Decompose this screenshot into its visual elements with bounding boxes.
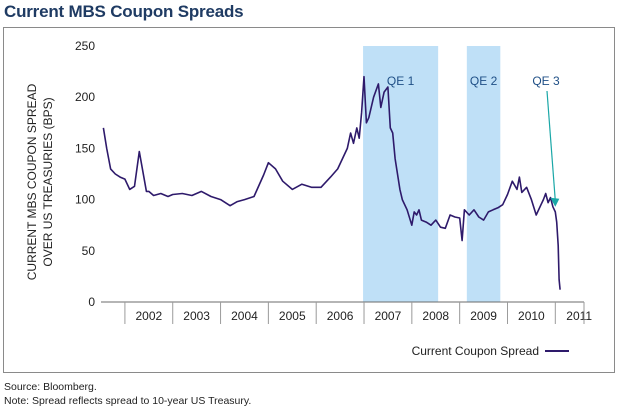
- y-tick-label: 150: [75, 141, 95, 155]
- qe-shaded-regions: QE 1 QE 2: [363, 46, 501, 302]
- annotation-arrow-line: [546, 90, 556, 201]
- y-tick-label: 100: [75, 193, 95, 207]
- x-tick-label: 2006: [327, 309, 354, 323]
- y-axis-label-line-2: OVER US TREASURIES (BPS): [41, 97, 55, 266]
- footnotes: Source: Bloomberg. Note: Spread reflects…: [4, 380, 251, 408]
- chart-frame: QE 1 QE 2 0 50 100 150 200 250 2002 2003 2004 2005…: [3, 27, 615, 373]
- x-tick-label: 2009: [470, 309, 497, 323]
- qe-region-2: [466, 46, 501, 302]
- x-tick-label: 2004: [231, 309, 258, 323]
- legend: Current Coupon Spread: [412, 344, 569, 358]
- series-layer: [102, 75, 561, 290]
- x-tick-label: 2005: [279, 309, 306, 323]
- qe-region-1: [363, 46, 439, 302]
- x-tick-label: 2010: [518, 309, 545, 323]
- chart-axes: 0 50 100 150 200 250 2002 2003 2004 2005 2006 2007 2…: [75, 39, 592, 324]
- legend-label: Current Coupon Spread: [412, 344, 539, 358]
- source-note: Source: Bloomberg.: [4, 381, 97, 393]
- y-tick-label: 200: [75, 90, 95, 104]
- x-tick-label: 2008: [422, 309, 449, 323]
- chart-svg: QE 1 QE 2 0 50 100 150 200 250 2002 2003 2004 2005…: [25, 39, 592, 358]
- series-line-1: [102, 75, 561, 290]
- qe-label-2: QE 2: [470, 74, 498, 88]
- x-tick-label: 2011: [566, 309, 592, 323]
- qe-label-1: QE 1: [387, 74, 415, 88]
- x-tick-label: 2007: [375, 309, 402, 323]
- spread-note: Note: Spread reflects spread to 10-year …: [4, 395, 252, 407]
- annotations-layer: QE 3: [532, 74, 560, 207]
- x-tick-label: 2002: [135, 309, 162, 323]
- annotation-label-1: QE 3: [532, 74, 560, 88]
- chart-title: Current MBS Coupon Spreads: [4, 2, 244, 21]
- x-tick-label: 2003: [183, 309, 210, 323]
- y-tick-label: 250: [75, 39, 95, 53]
- y-axis-label: CURRENT MBS COUPON SPREAD OVER US TREASUR…: [25, 83, 55, 280]
- y-axis-label-line-1: CURRENT MBS COUPON SPREAD: [25, 83, 39, 280]
- y-tick-label: 0: [88, 295, 95, 309]
- annotation-arrow-head: [550, 197, 560, 207]
- y-tick-label: 50: [82, 244, 96, 258]
